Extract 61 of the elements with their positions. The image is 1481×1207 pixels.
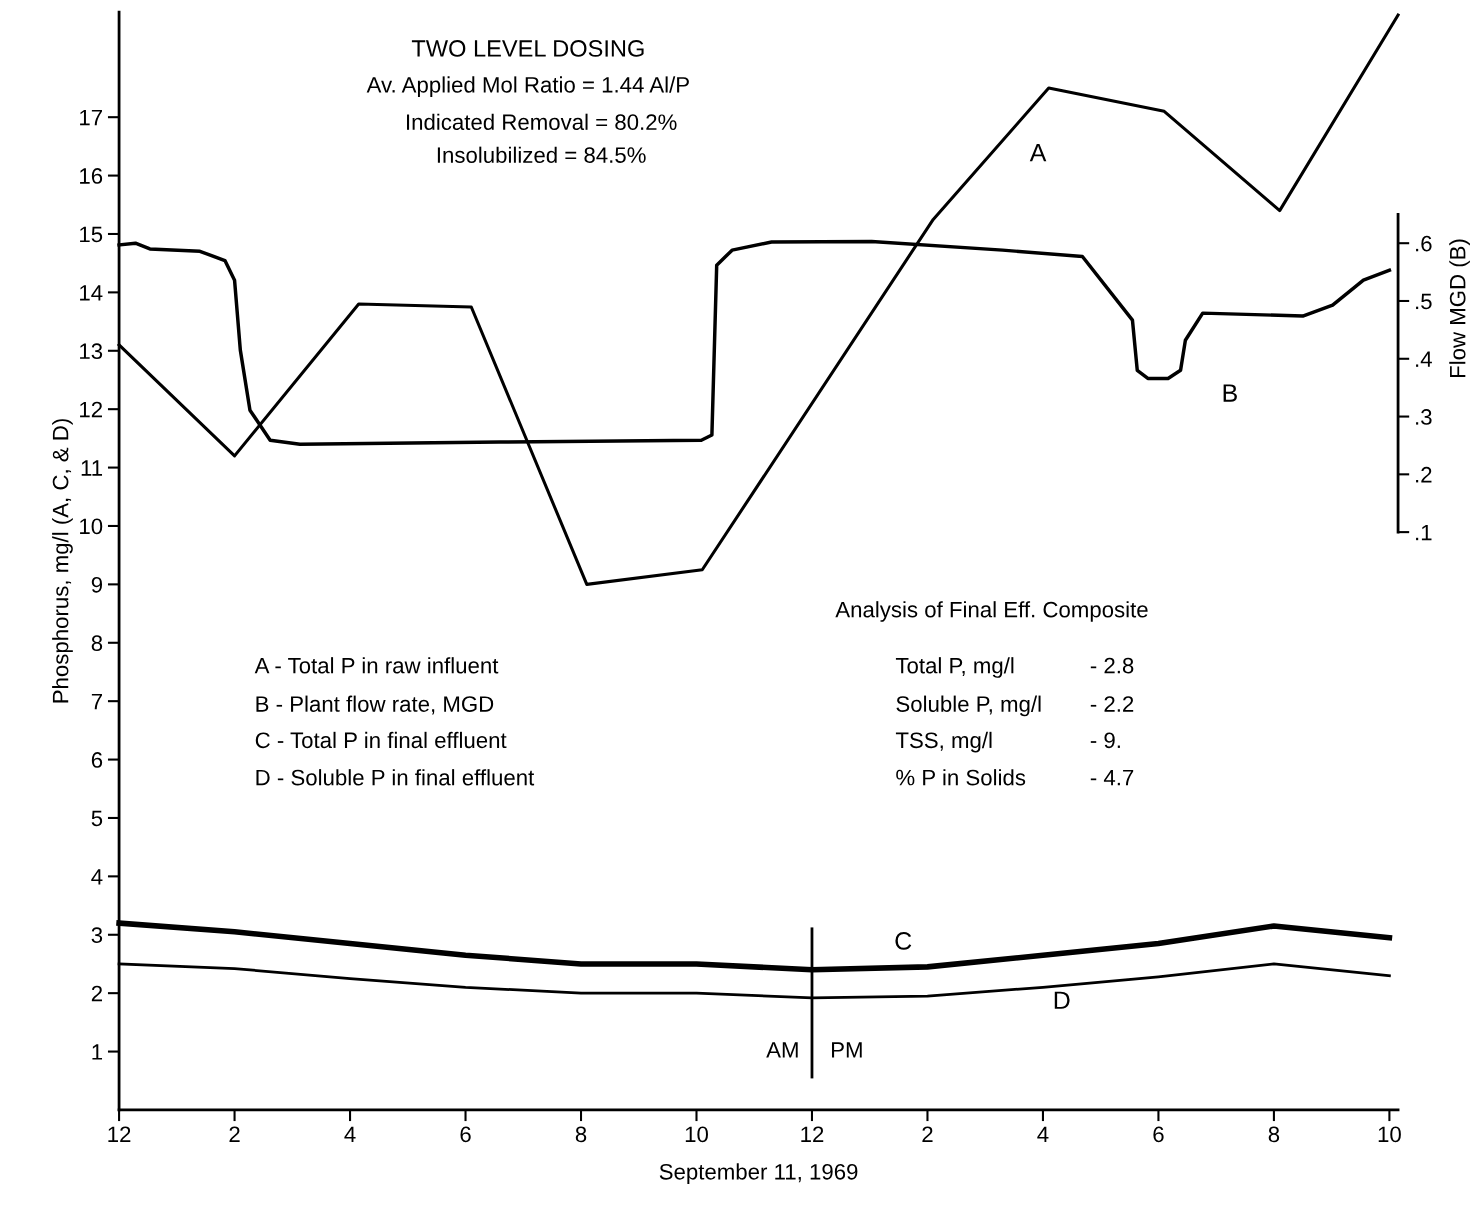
y-tick-label: 2 [91, 985, 102, 1002]
annotation: B - Plant flow rate, MGD [256, 695, 494, 715]
x-tick-label: 10 [1378, 1126, 1401, 1143]
series-label: C [895, 932, 912, 950]
x-tick-label: 10 [685, 1126, 708, 1143]
y2-axis-title: Flow MGD (B) [1449, 239, 1470, 378]
x-tick-label: 8 [575, 1126, 587, 1143]
annotation: Indicated Removal = 80.2% [407, 113, 677, 131]
y2-tick-label: .6 [1416, 235, 1432, 252]
y-tick-label: 17 [80, 109, 102, 126]
x-tick-label: 6 [1153, 1126, 1164, 1143]
annotation: - 2.2 [1090, 696, 1134, 712]
annotation: Soluble P, mg/l [896, 695, 1041, 717]
annotation: A - Total P in raw influent [254, 657, 499, 674]
annotation: Insolubilized = 84.5% [437, 146, 646, 163]
y2-tick-label: .1 [1416, 524, 1432, 541]
y-tick-label: 15 [80, 226, 103, 243]
y-tick-label: 16 [80, 168, 103, 184]
y-axis-title: Phosphorus, mg/l (A, C, & D) [52, 419, 73, 703]
y-tick-label: 6 [91, 752, 103, 768]
y-tick-label: 12 [80, 401, 102, 418]
x-tick-label: 12 [801, 1126, 824, 1143]
y2-tick-label: .4 [1416, 351, 1432, 367]
annotation: - 4.7 [1090, 769, 1134, 786]
x-tick-label: 2 [922, 1126, 933, 1143]
annotation: TSS, mg/l [895, 731, 992, 753]
y-tick-label: 10 [80, 518, 103, 535]
series-label: D [1054, 991, 1070, 1009]
x-tick-label: 6 [460, 1126, 471, 1143]
x-axis-title: September 11, 1969 [659, 1163, 858, 1185]
annotation: Analysis of Final Eff. Composite [835, 601, 1148, 622]
annotation: % P in Solids [896, 769, 1026, 786]
y-tick-label: 1 [92, 1044, 103, 1060]
y-tick-label: 8 [91, 635, 103, 652]
annotation: Total P, mg/l [895, 657, 1014, 678]
x-tick-label: 2 [229, 1126, 240, 1143]
annotation: - 2.8 [1090, 657, 1134, 674]
y-tick-label: 3 [91, 927, 103, 944]
series-label: A [1029, 144, 1047, 162]
y2-tick-label: .3 [1416, 409, 1432, 425]
y-tick-label: 9 [91, 576, 103, 593]
y-tick-label: 4 [91, 869, 103, 885]
y-tick-label: 14 [80, 285, 103, 301]
y-tick-label: 7 [91, 693, 102, 710]
x-tick-label: 12 [108, 1126, 131, 1143]
y2-tick-label: .5 [1416, 293, 1432, 310]
y-tick-label: 11 [81, 460, 103, 476]
text: TWO LEVEL DOSING [411, 40, 644, 57]
x-tick-label: 4 [1037, 1126, 1049, 1143]
y-tick-label: 13 [80, 343, 103, 360]
annotation: AM [766, 1042, 798, 1058]
annotation: D - Soluble P in final effluent [256, 769, 535, 786]
annotation: C - Total P in final effluent [255, 731, 507, 749]
x-tick-label: 4 [344, 1126, 356, 1143]
x-tick-label: 8 [1268, 1126, 1280, 1143]
series-label: B [1223, 384, 1237, 402]
annotation: PM [832, 1042, 862, 1058]
y2-tick-label: .2 [1416, 466, 1432, 483]
annotation: Av. Applied Mol Ratio = 1.44 Al/P [366, 76, 689, 98]
annotation: - 9. [1090, 732, 1120, 749]
y-tick-label: 5 [91, 810, 103, 827]
